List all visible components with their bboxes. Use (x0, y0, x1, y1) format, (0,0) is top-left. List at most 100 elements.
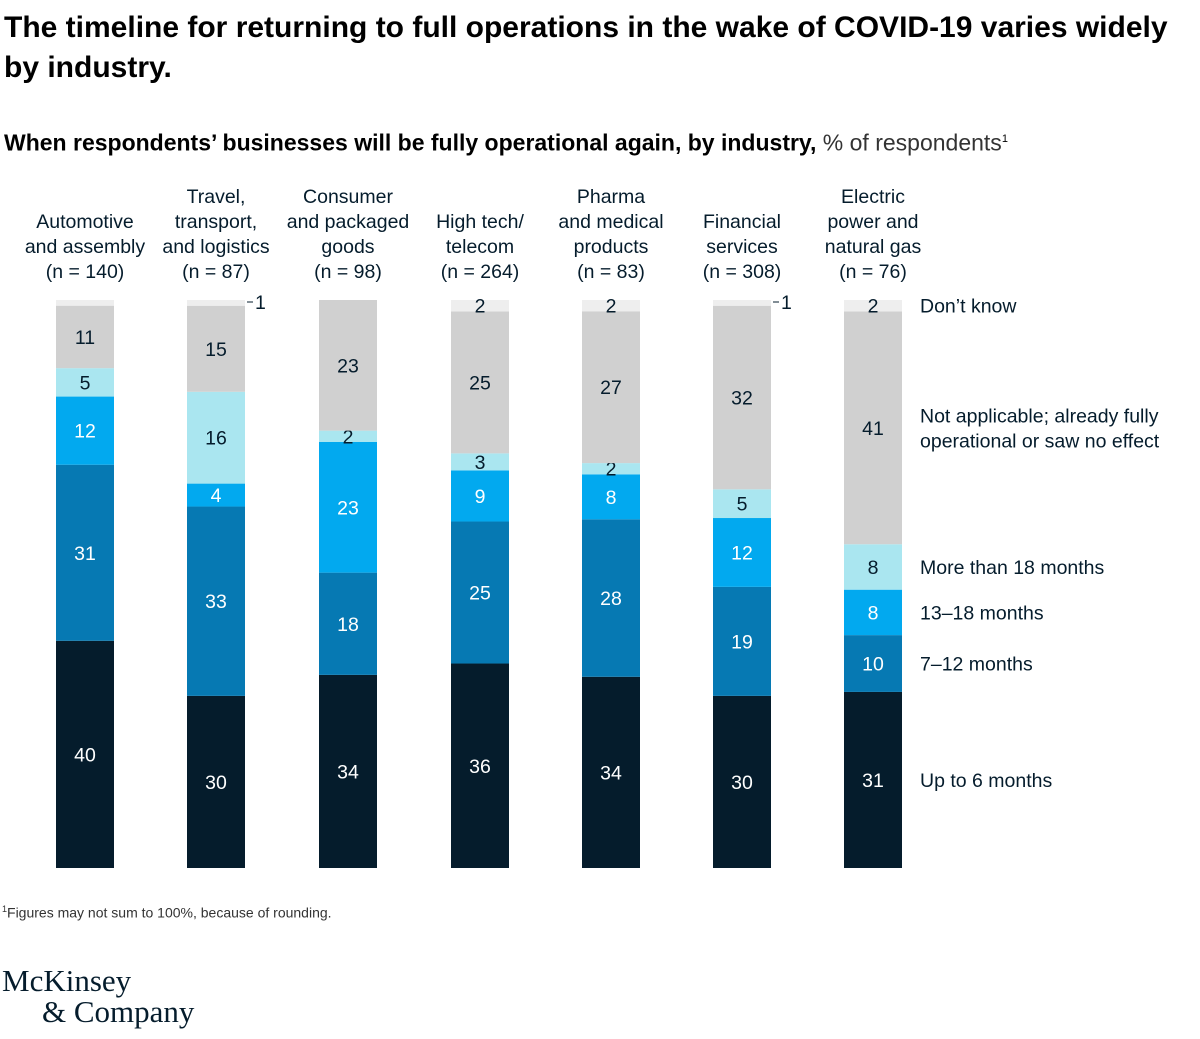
data-label: 5 (737, 494, 748, 516)
stacked-bar-chart: Automotive and assembly (n = 140) Travel, tr… (25, 186, 1160, 868)
bar-segment (187, 483, 245, 507)
bar-segment (451, 663, 509, 868)
footnote: 1Figures may not sum to 100%, because of… (2, 904, 332, 921)
bar-segment (187, 506, 245, 696)
data-label: 12 (74, 421, 96, 443)
category-label: Travel, transport, and logistics (n = 87) (162, 186, 270, 283)
bar-segment (713, 518, 771, 587)
data-label: 41 (862, 418, 884, 440)
bar-segment (844, 635, 902, 692)
category-label-line: Travel, (187, 186, 246, 208)
data-label: 1 (781, 292, 792, 314)
data-label: 2 (475, 296, 486, 318)
category-label: Electric power and natural gas (n = 76) (825, 186, 922, 283)
category-label-line: Electric (841, 186, 905, 208)
legend-label-line: 13–18 months (920, 602, 1044, 624)
data-label: 30 (731, 772, 753, 794)
bar-segment (451, 453, 509, 471)
data-label: 36 (469, 756, 491, 778)
bar-segment (582, 519, 640, 677)
subtitle-main: When respondents’ businesses will be ful… (4, 129, 817, 156)
data-label: 25 (469, 372, 491, 394)
category-label-line: and logistics (162, 236, 270, 258)
data-label: 31 (74, 543, 96, 565)
category-label-line: (n = 76) (839, 261, 907, 283)
data-label: 8 (868, 602, 879, 624)
bar-segment (582, 300, 640, 312)
data-label: 34 (600, 762, 622, 784)
category-label: High tech/telecom (n = 264) (436, 211, 524, 283)
data-label: 30 (205, 772, 227, 794)
mckinsey-logo: McKinsey & Company (2, 965, 194, 1027)
category-label-line: (n = 98) (314, 261, 382, 283)
legend-label: Don’t know (920, 296, 1017, 318)
logo-line-1: McKinsey (2, 963, 132, 998)
bar-segment (56, 300, 114, 306)
bar-segment (713, 695, 771, 868)
bar-segment (319, 442, 377, 573)
data-label: 31 (862, 770, 884, 792)
data-label: 40 (74, 744, 96, 766)
data-label: 28 (600, 588, 622, 610)
bar-segment (713, 586, 771, 696)
data-label: 8 (868, 557, 879, 579)
bar-segment (319, 430, 377, 442)
category-label-line: and packaged (287, 211, 410, 233)
legend-label-line: Don’t know (920, 296, 1017, 318)
data-label: 2 (606, 296, 617, 318)
data-label: 27 (600, 377, 622, 399)
category-label-line: services (706, 236, 778, 258)
bar-segment (319, 300, 377, 431)
data-label: 9 (475, 486, 486, 508)
data-label: 8 (606, 487, 617, 509)
bar-segment (844, 311, 902, 545)
bar-segment (56, 305, 114, 369)
category-label-line: (n = 87) (182, 261, 250, 283)
legend-label-line: operational or saw no effect (920, 430, 1160, 452)
bar-segment (582, 474, 640, 520)
subtitle-footnote-marker: 1 (1001, 133, 1008, 145)
bar-segment (56, 640, 114, 868)
data-label: 23 (337, 497, 359, 519)
chart-title: The timeline for returning to full opera… (4, 11, 1168, 84)
legend-label: Up to 6 months (920, 770, 1052, 792)
bar-segment (451, 300, 509, 312)
data-label: 33 (205, 591, 227, 613)
category-label-line: products (574, 236, 649, 258)
bar-segment (713, 489, 771, 519)
logo-line-2: & Company (42, 994, 195, 1029)
bar-segment (319, 572, 377, 675)
bar-segment (56, 464, 114, 641)
data-label: 3 (475, 452, 486, 474)
category-label: Pharma and medical products (n = 83) (558, 186, 663, 283)
category-label-line: natural gas (825, 236, 922, 258)
bar-segment (56, 396, 114, 465)
data-label: 10 (862, 654, 884, 676)
legend-label: More than 18 months (920, 557, 1105, 579)
data-label: 4 (211, 485, 222, 507)
data-label: 1 (255, 292, 266, 314)
category-label-line: Pharma (577, 186, 645, 208)
category-label-line: and assembly (25, 236, 146, 258)
data-label: 2 (343, 426, 354, 448)
footnote-marker: 1 (2, 904, 8, 914)
data-label: 5 (80, 372, 91, 394)
data-label: 19 (731, 631, 753, 653)
category-label-line: goods (321, 236, 374, 258)
bar-segment (451, 311, 509, 454)
data-label: 12 (731, 542, 753, 564)
bar-segment (713, 300, 771, 306)
legend-label-line: More than 18 months (920, 557, 1105, 579)
category-label-line: telecom (446, 236, 514, 258)
data-label: 25 (469, 583, 491, 605)
chart-subtitle: When respondents’ businesses will be ful… (4, 124, 1194, 158)
bar-segment (187, 391, 245, 484)
data-label: 16 (205, 428, 227, 450)
bar-segment (319, 674, 377, 868)
bar-segment (451, 521, 509, 664)
data-label: 18 (337, 614, 359, 636)
bar-segment (582, 463, 640, 475)
data-label: 2 (606, 459, 617, 481)
bar-segment (187, 695, 245, 868)
bar-segment (451, 470, 509, 522)
